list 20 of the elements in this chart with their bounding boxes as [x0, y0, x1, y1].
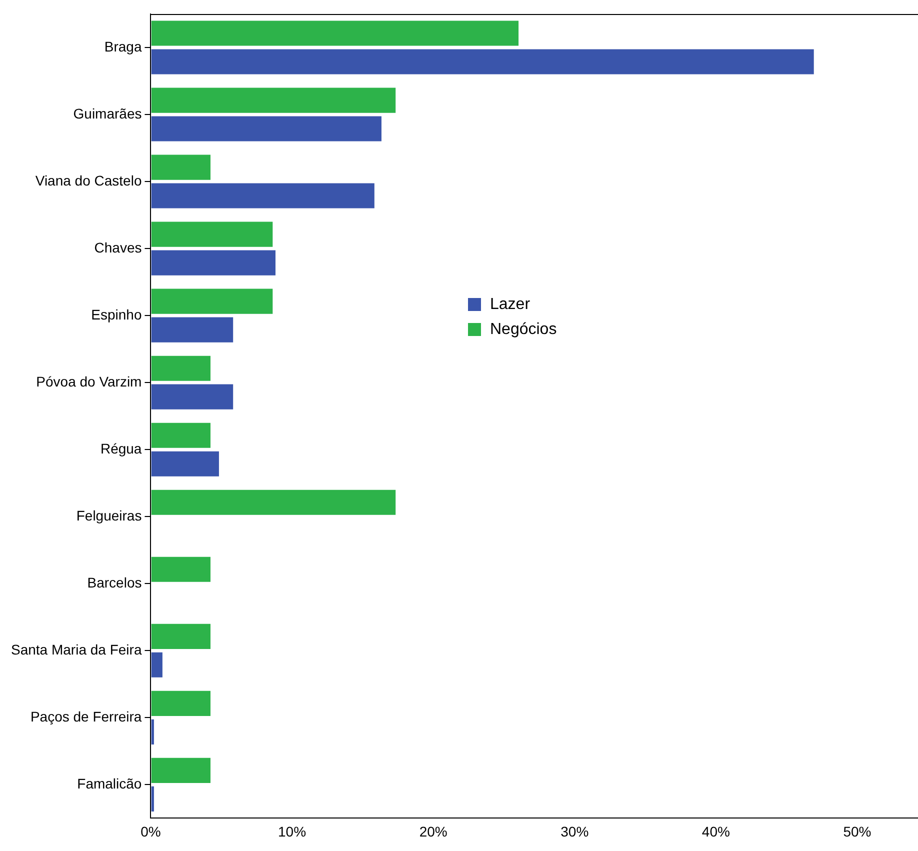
x-tick-label: 40%	[702, 823, 730, 840]
legend-label: Negócios	[490, 320, 557, 340]
x-tick-label: 0%	[140, 823, 161, 840]
x-tick-label: 50%	[843, 823, 872, 840]
x-tick-label: 30%	[560, 823, 589, 840]
y-tick-label: Felgueiras	[76, 507, 142, 524]
y-tick-label: Régua	[100, 440, 142, 456]
y-tick-label: Chaves	[94, 239, 142, 256]
y-tick-label: Espinho	[91, 306, 142, 322]
y-tick-label: Barcelos	[87, 574, 142, 590]
y-tick-label: Santa Maria da Feira	[10, 642, 142, 658]
y-tick-label: Famalicão	[77, 776, 142, 792]
legend-label: Lazer	[490, 295, 530, 315]
y-tick-label: Braga	[104, 38, 142, 54]
x-tick-label: 10%	[278, 823, 306, 840]
x-tick-label: 20%	[419, 823, 448, 840]
y-tick-label: Viana do Castelo	[35, 172, 142, 188]
y-tick-label: Póvoa do Varzim	[36, 373, 142, 390]
y-tick-label: Paços de Ferreira	[30, 708, 142, 725]
y-tick-label: Guimarães	[73, 105, 142, 122]
